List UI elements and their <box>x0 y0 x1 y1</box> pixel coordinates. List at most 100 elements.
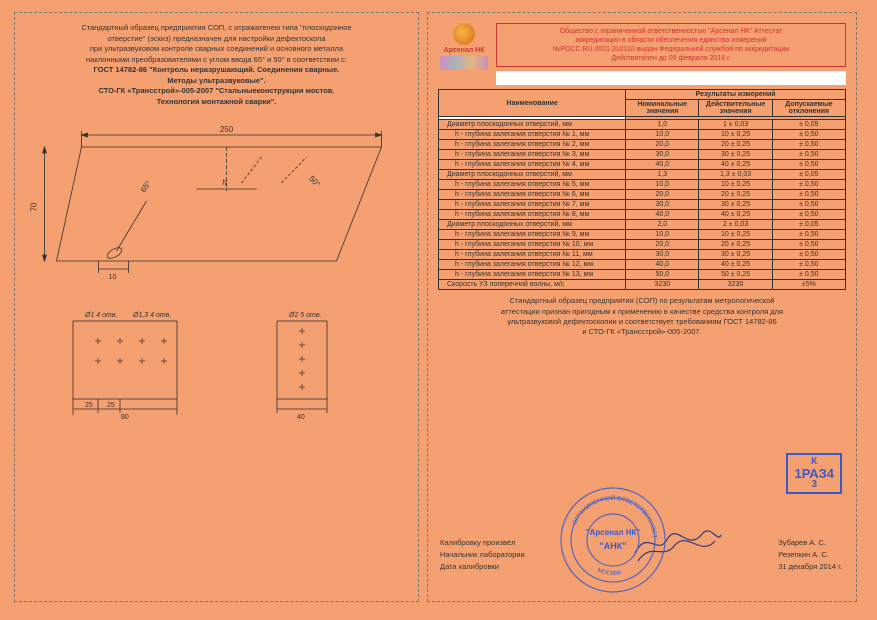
small-diagram-1: Ø1 4 отв. Ø1,3 4 отв. 25 25 80 <box>55 303 195 423</box>
cell-nom: 10,0 <box>626 180 699 190</box>
th-act: Действительные значения <box>699 100 772 117</box>
angle-50: 50° <box>307 174 322 189</box>
svg-text:МОСКВА: МОСКВА <box>596 568 622 577</box>
cell-name: h - глубина залегания отверстия № 13, мм <box>439 270 626 280</box>
cell-nom: 30,0 <box>626 200 699 210</box>
cell-act: 1 ± 0,03 <box>699 120 772 130</box>
gost-2b: Технология монтажной сварки". <box>25 97 408 108</box>
table-row: h - глубина залегания отверстия № 9, мм1… <box>439 230 846 240</box>
cell-nom: 2,0 <box>626 220 699 230</box>
gost-2a: СТО-ГК «Трансстрой»-005-2007 "Стальныеко… <box>25 86 408 97</box>
cell-nom: 50,0 <box>626 270 699 280</box>
table-row: Скорость УЗ поперечной волны, м/с3230323… <box>439 280 846 290</box>
sig-l2: Начальник лаборатории <box>440 549 525 561</box>
cell-tol: ± 0,50 <box>772 260 845 270</box>
table-row: Диаметр плоскодонных отверстий, мм1,01 ±… <box>439 120 846 130</box>
cell-name: h - глубина залегания отверстия № 10, мм <box>439 240 626 250</box>
dim-250: 250 <box>220 125 234 134</box>
cell-nom: 30,0 <box>626 250 699 260</box>
gost-1a: ГОСТ 14782-86 "Контроль неразрушающий. С… <box>25 65 408 76</box>
cell-act: 3230 <box>699 280 772 290</box>
cell-tol: ± 0,50 <box>772 210 845 220</box>
sig-v1: Зубарев А. С. <box>778 537 842 549</box>
cell-name: Диаметр плоскодонных отверстий, мм <box>439 220 626 230</box>
cell-nom: 20,0 <box>626 240 699 250</box>
cell-nom: 40,0 <box>626 260 699 270</box>
cell-tol: ± 0,05 <box>772 170 845 180</box>
stamp-k-bot: 3 <box>794 480 834 490</box>
cell-name: h - глубина залегания отверстия № 1, мм <box>439 130 626 140</box>
s2-lbl: Ø2 5 отв. <box>288 312 321 319</box>
conclusion-text: Стандартный образец предприятия (СОП) по… <box>446 296 838 337</box>
th-results: Результаты измерений <box>626 90 846 100</box>
cell-act: 10 ± 0,25 <box>699 130 772 140</box>
cell-nom: 20,0 <box>626 190 699 200</box>
cell-name: h - глубина залегания отверстия № 9, мм <box>439 230 626 240</box>
cell-tol: ± 0,50 <box>772 250 845 260</box>
th-tol: Допускаемые отклонения <box>772 100 845 117</box>
s1-d2: 25 <box>107 402 115 409</box>
cell-tol: ± 0,50 <box>772 190 845 200</box>
intro-l2: отверстие" (эскиз) предназначен для наст… <box>25 34 408 45</box>
intro-text: Стандартный образец предприятия СОП, с о… <box>25 23 408 107</box>
cell-act: 30 ± 0,25 <box>699 200 772 210</box>
signature-icon <box>633 523 723 563</box>
s2-d: 40 <box>297 414 305 421</box>
cell-act: 20 ± 0,25 <box>699 140 772 150</box>
intro-l4: наклонными преобразователями с углом вво… <box>25 55 408 66</box>
table-row: h - глубина залегания отверстия № 3, мм 3… <box>439 150 846 160</box>
cell-tol: ± 0,05 <box>772 220 845 230</box>
cell-name: h - глубина залегания отверстия № 5, мм <box>439 180 626 190</box>
cell-tol: ±5% <box>772 280 845 290</box>
conc-1: Стандартный образец предприятия (СОП) по… <box>446 296 838 306</box>
cell-act: 40 ± 0,25 <box>699 260 772 270</box>
cell-tol: ± 0,50 <box>772 160 845 170</box>
cell-name: h - глубина залегания отверстия № 3, мм <box>439 150 626 160</box>
table-row: h - глубина залегания отверстия № 6, мм2… <box>439 190 846 200</box>
cell-nom: 20,0 <box>626 140 699 150</box>
dim-70: 70 <box>30 202 39 211</box>
signature-labels: Калибровку произвёл Начальник лаборатори… <box>440 537 525 573</box>
cell-act: 20 ± 0,25 <box>699 240 772 250</box>
cell-tol: ± 0,50 <box>772 200 845 210</box>
cell-nom: 10,0 <box>626 230 699 240</box>
table-row: h - глубина залегания отверстия № 7, мм3… <box>439 200 846 210</box>
cell-name: Диаметр плоскодонных отверстий, мм <box>439 170 626 180</box>
acc-l2: аккредитации в области обеспечения единс… <box>503 36 839 45</box>
logo-block: Арсенал НК <box>438 23 490 70</box>
table-row: h - глубина залегания отверстия № 1, мм1… <box>439 130 846 140</box>
cell-act: 10 ± 0,25 <box>699 230 772 240</box>
cell-act: 20 ± 0,25 <box>699 190 772 200</box>
cell-name: h - глубина залегания отверстия № 2, мм <box>439 140 626 150</box>
intro-l3: при ультразвуковом контроле сварных соед… <box>25 44 408 55</box>
signature-values: Зубарев А. С. Резепкин А. С. 31 декабря … <box>778 537 842 573</box>
s1-lbl1: Ø1 4 отв. <box>84 312 117 319</box>
cell-nom: 10,0 <box>626 130 699 140</box>
cell-tol: ± 0,50 <box>772 180 845 190</box>
cell-nom: 1,0 <box>626 120 699 130</box>
cell-name: h - глубина залегания отверстия № 12, мм <box>439 260 626 270</box>
s1-d3: 80 <box>121 414 129 421</box>
cell-tol: ± 0,50 <box>772 140 845 150</box>
cell-tol: ± 0,50 <box>772 230 845 240</box>
table-row: h - глубина залегания отверстия № 11, мм… <box>439 250 846 260</box>
table-row: h - глубина залегания отверстия № 8, мм4… <box>439 210 846 220</box>
hologram-icon <box>440 56 488 70</box>
table-row: h - глубина залегания отверстия № 12, мм… <box>439 260 846 270</box>
conc-4: и СТО-ГК «Трансстрой»-005-2007. <box>446 327 838 337</box>
cell-act: 30 ± 0,25 <box>699 150 772 160</box>
cell-act: 10 ± 0,25 <box>699 180 772 190</box>
cell-name: h - глубина залегания отверстия № 4, мм <box>439 160 626 170</box>
logo-icon <box>453 23 475 45</box>
cell-nom: 40,0 <box>626 160 699 170</box>
sig-l3: Дата калибровки <box>440 561 525 573</box>
angle-65: 65° <box>139 179 153 194</box>
acc-l3: №РОСС.RU.0001.310110 выдан Федеральной с… <box>503 45 839 54</box>
acc-l1: Общество с ограниченной ответственностью… <box>503 27 839 36</box>
cell-name: Диаметр плоскодонных отверстий, мм <box>439 120 626 130</box>
table-row: Диаметр плоскодонных отверстий, мм2,02 ±… <box>439 220 846 230</box>
cell-act: 40 ± 0,25 <box>699 160 772 170</box>
s1-lbl2: Ø1,3 4 отв. <box>132 312 171 319</box>
cell-act: 50 ± 0,25 <box>699 270 772 280</box>
dim-10: 10 <box>109 274 117 281</box>
